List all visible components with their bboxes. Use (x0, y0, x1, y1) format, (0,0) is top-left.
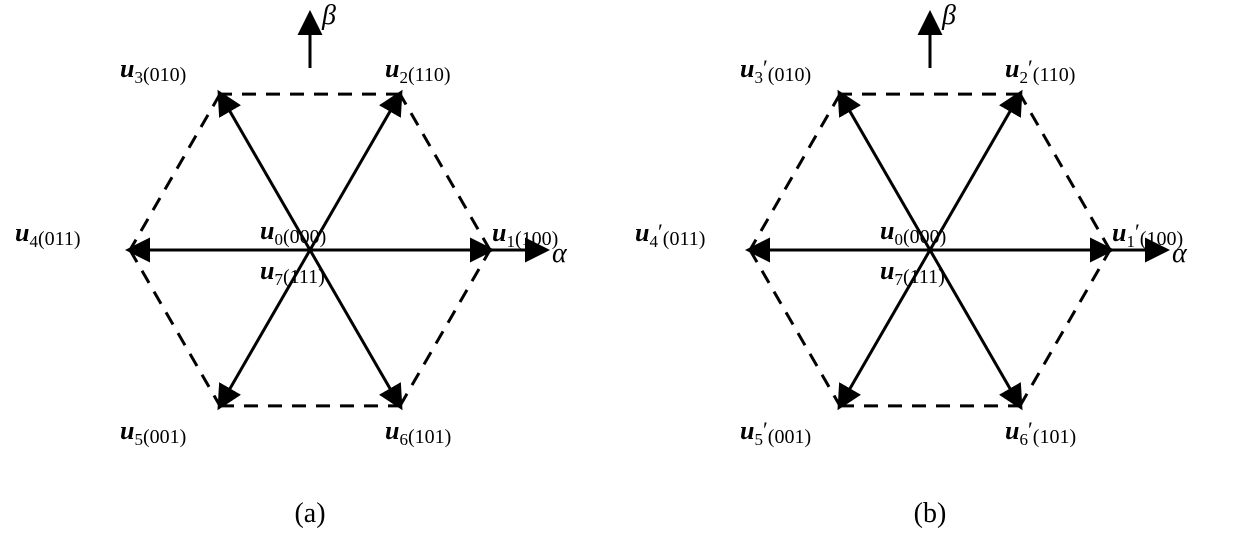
hex-edge (1020, 250, 1110, 406)
label-u4: u4′(011) (635, 220, 705, 246)
label-u6: u6(101) (385, 418, 451, 444)
label-u3: u3′(010) (740, 56, 811, 82)
hex-edge (130, 94, 220, 250)
label-u3: u3(010) (120, 56, 186, 82)
label-u7: u7(111) (260, 258, 325, 284)
alpha-axis-label: α (552, 238, 567, 270)
hex-edge (750, 94, 840, 250)
label-u2: u2(110) (385, 56, 451, 82)
panel-caption: (a) (30, 498, 590, 530)
label-u2: u2′(110) (1005, 56, 1075, 82)
label-u6: u6′(101) (1005, 418, 1076, 444)
label-u5: u5(001) (120, 418, 186, 444)
label-u5: u5′(001) (740, 418, 811, 444)
label-u0: u0(000) (880, 218, 946, 244)
hex-edge (130, 250, 220, 406)
beta-axis-label: β (322, 0, 336, 32)
hex-edge (400, 94, 490, 250)
label-u1: u1(100) (492, 220, 558, 246)
hex-edge (400, 250, 490, 406)
panel-b: u1′(100)u2′(110)u3′(010)u4′(011)u5′(001)… (650, 0, 1210, 542)
panel-a: u1(100)u2(110)u3(010)u4(011)u5(001)u6(10… (30, 0, 590, 542)
label-u0: u0(000) (260, 218, 326, 244)
hex-edge (1020, 94, 1110, 250)
label-u7: u7(111) (880, 258, 945, 284)
panel-caption: (b) (650, 498, 1210, 530)
label-u4: u4(011) (15, 220, 81, 246)
beta-axis-label: β (942, 0, 956, 32)
hex-edge (750, 250, 840, 406)
alpha-axis-label: α (1172, 238, 1187, 270)
